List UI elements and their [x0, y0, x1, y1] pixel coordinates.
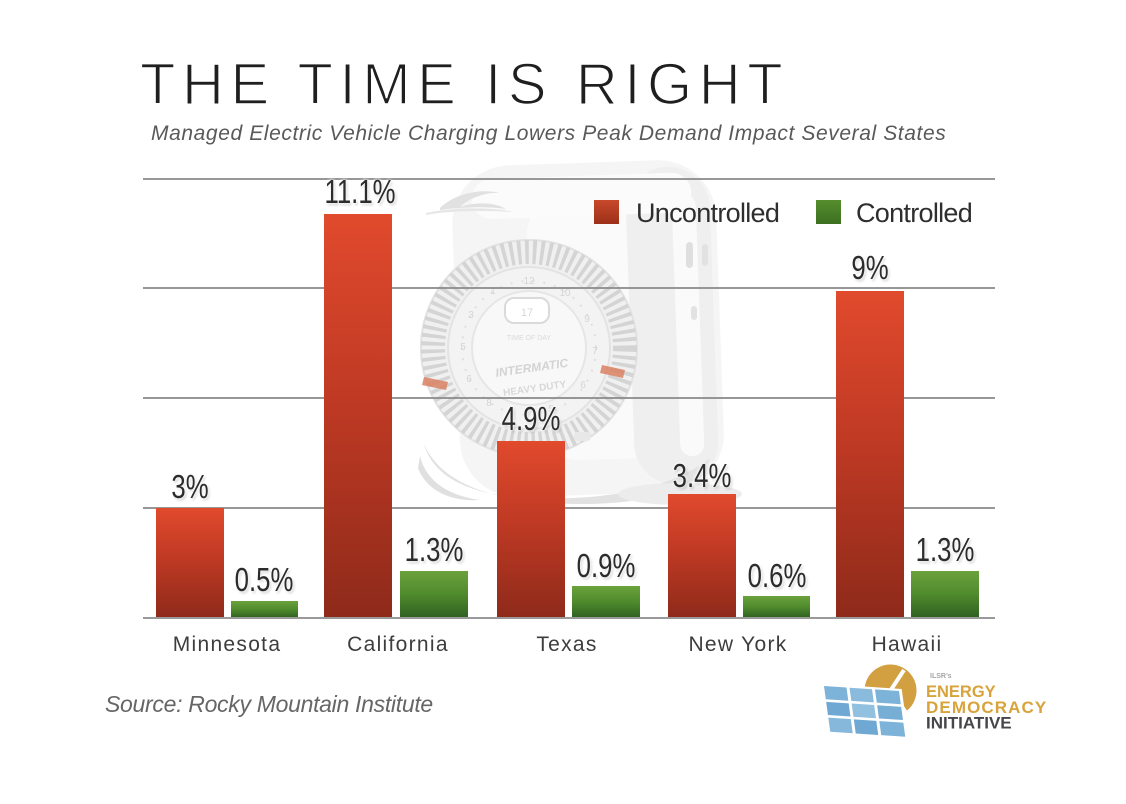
svg-text:ENERGY: ENERGY	[926, 683, 996, 701]
svg-text:3: 3	[468, 310, 474, 321]
svg-text:INITIATIVE: INITIATIVE	[926, 714, 1012, 733]
svg-text:5: 5	[548, 404, 554, 415]
svg-text:6: 6	[580, 380, 586, 391]
svg-text:1: 1	[490, 286, 496, 297]
svg-text:17: 17	[521, 307, 533, 319]
svg-text:7: 7	[592, 346, 598, 357]
svg-text:12: 12	[523, 276, 535, 287]
svg-text:6: 6	[466, 374, 472, 385]
svg-text:5: 5	[460, 342, 466, 353]
svg-text:TIME OF DAY: TIME OF DAY	[507, 335, 552, 342]
svg-text:8: 8	[486, 398, 492, 409]
svg-text:10: 10	[559, 288, 571, 299]
svg-text:9: 9	[584, 314, 590, 325]
svg-text:DEMOCRACY: DEMOCRACY	[926, 698, 1047, 717]
svg-text:ILSR’s: ILSR’s	[930, 673, 952, 680]
